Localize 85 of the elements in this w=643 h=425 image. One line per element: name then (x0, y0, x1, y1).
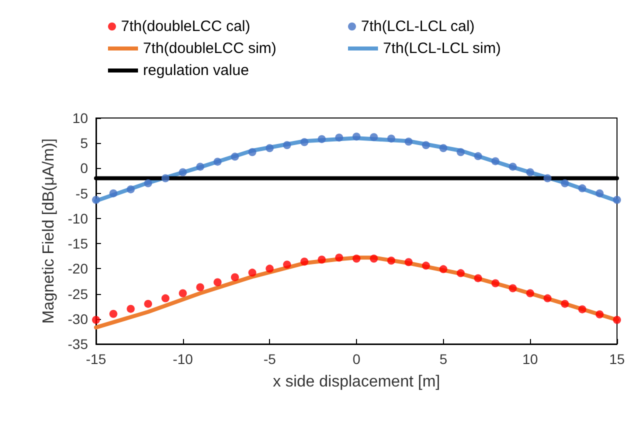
point (352, 132, 360, 141)
point (248, 148, 256, 156)
point (230, 152, 239, 161)
point (300, 258, 308, 266)
y-tick-label: -5 (76, 185, 88, 202)
point (613, 196, 621, 204)
y-tick-label: 10 (72, 110, 88, 126)
y-tick-label: -15 (68, 236, 88, 252)
point (544, 174, 552, 182)
point (126, 304, 135, 313)
point (352, 254, 360, 263)
point (300, 138, 308, 146)
point (109, 189, 118, 198)
point (596, 310, 604, 318)
point (456, 148, 465, 156)
point (544, 294, 552, 302)
point (144, 179, 152, 188)
point (230, 273, 239, 282)
point (266, 144, 274, 152)
point (318, 135, 326, 144)
y-tick-label: 0 (80, 160, 88, 176)
x-tick-label: -10 (172, 351, 194, 367)
point (178, 289, 187, 298)
point (474, 152, 482, 160)
x-tick-label: 15 (609, 351, 625, 367)
legend-label: 7th(doubleLCC sim) (143, 40, 276, 57)
point (596, 189, 604, 198)
point (578, 305, 586, 314)
point (508, 284, 517, 292)
point (92, 316, 100, 324)
point (109, 310, 118, 318)
point (370, 133, 378, 142)
point (526, 289, 534, 298)
y-tick-label: -20 (68, 260, 88, 277)
y-tick-label: -10 (68, 210, 88, 226)
y-tick-label: 5 (80, 135, 88, 152)
point (491, 279, 500, 288)
point (491, 157, 500, 166)
point (508, 162, 517, 171)
point (266, 264, 274, 273)
point (439, 144, 448, 152)
point (92, 196, 100, 204)
point (161, 294, 170, 302)
x-tick-label: 5 (439, 351, 448, 367)
y-axis-title: Magnetic Field [dB(μA/m)] (40, 138, 58, 324)
legend-label: 7th(doubleLCC cal) (121, 18, 250, 35)
point (387, 256, 396, 265)
point (318, 256, 326, 264)
point (439, 265, 448, 274)
point (196, 283, 204, 292)
point (404, 258, 413, 266)
point (422, 262, 430, 270)
point (613, 316, 621, 324)
point (456, 269, 465, 278)
legend-label: 7th(LCL-LCL cal) (361, 18, 475, 35)
point (422, 141, 430, 150)
point (126, 185, 135, 194)
point (144, 300, 152, 308)
point (560, 179, 569, 188)
point (560, 300, 569, 308)
point (404, 138, 413, 146)
point (335, 254, 344, 262)
x-tick-label: -5 (263, 351, 276, 367)
legend-label: regulation value (143, 62, 249, 79)
point (248, 268, 256, 277)
point (526, 168, 534, 176)
x-tick-label: 0 (352, 351, 361, 367)
point (161, 174, 170, 182)
point (283, 260, 292, 269)
point (283, 141, 292, 150)
x-axis-title: x side displacement [m] (272, 374, 440, 390)
legend-label: 7th(LCL-LCL sim) (383, 40, 501, 57)
point (387, 134, 396, 143)
point (474, 274, 482, 282)
x-tick-label: 10 (522, 351, 538, 367)
y-tick-label: -30 (68, 310, 88, 327)
point (196, 162, 204, 171)
point (335, 134, 344, 142)
point (578, 184, 586, 192)
y-tick-label: -35 (68, 336, 88, 352)
point (178, 168, 187, 176)
point (370, 254, 378, 263)
point (214, 278, 222, 286)
point (214, 158, 222, 166)
y-tick-label: -25 (68, 286, 88, 302)
